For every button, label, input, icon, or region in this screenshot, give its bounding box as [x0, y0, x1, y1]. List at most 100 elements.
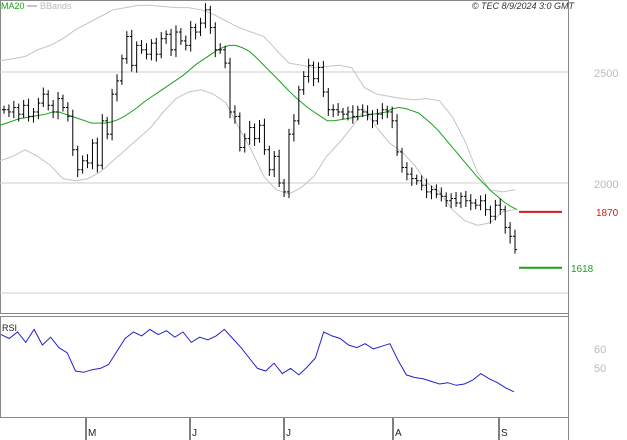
price-bar — [90, 139, 95, 170]
price-bar — [414, 174, 419, 185]
price-bar — [223, 45, 228, 69]
price-bar — [105, 116, 110, 140]
price-bar — [468, 194, 473, 211]
price-bar — [429, 185, 434, 200]
price-bar — [193, 23, 198, 40]
price-bar — [282, 179, 287, 197]
price-bar — [424, 178, 429, 199]
price-bar — [242, 133, 247, 153]
price-bar — [257, 119, 262, 143]
price-bar — [439, 187, 444, 202]
bband-lower — [0, 89, 516, 226]
price-bar — [31, 107, 36, 123]
price-bar — [473, 198, 478, 210]
x-tick-label: S — [501, 428, 508, 439]
price-bar — [75, 145, 80, 178]
price-bar — [395, 114, 400, 156]
price-bar — [291, 114, 296, 142]
price-bar — [252, 123, 257, 146]
price-bar — [232, 105, 237, 124]
price-bar — [272, 151, 277, 178]
price-bar — [277, 149, 282, 187]
legend-ma20: MA20 — [1, 1, 25, 11]
price-bar — [360, 104, 365, 118]
price-bar — [267, 145, 272, 176]
price-bar — [306, 58, 311, 83]
price-bar — [301, 71, 306, 95]
price-bar — [173, 25, 178, 58]
rsi-line — [0, 328, 515, 393]
price-bar — [11, 100, 16, 119]
price-panel — [0, 0, 569, 314]
level-label-1870: 1870 — [596, 208, 619, 219]
price-bar — [65, 102, 70, 122]
price-bar — [350, 105, 355, 124]
price-bar — [56, 91, 61, 120]
y-axis: 2500 2000 60 50 — [594, 68, 618, 375]
ma20-path — [0, 44, 518, 211]
price-bar — [95, 137, 100, 173]
price-bar — [85, 154, 90, 169]
price-bar — [16, 103, 21, 122]
price-bar — [2, 105, 6, 114]
price-bar — [341, 107, 346, 120]
bollinger-bands — [0, 4, 516, 226]
legend-bbands: BBands — [40, 1, 72, 11]
x-tick-label: M — [88, 428, 96, 439]
price-bar — [449, 193, 454, 209]
price-bar — [169, 28, 174, 57]
ma20-line — [0, 44, 518, 211]
price-bar — [463, 190, 468, 207]
price-bar — [385, 105, 390, 119]
price-bar — [399, 147, 404, 173]
price-bar — [488, 205, 493, 224]
price-bar — [100, 114, 105, 170]
price-bar — [409, 167, 414, 186]
price-bar — [188, 20, 193, 52]
price-bar — [365, 105, 370, 121]
price-levels: 1870 1618 — [519, 208, 619, 275]
price-bar — [355, 105, 360, 121]
price-bar — [331, 104, 336, 118]
price-bar — [60, 94, 65, 112]
rsi-tick-label: 50 — [594, 363, 606, 375]
price-bar — [493, 199, 498, 221]
price-bar — [6, 104, 11, 118]
price-bar — [458, 192, 463, 209]
x-tick-label: J — [192, 428, 197, 439]
price-bar — [154, 37, 159, 62]
price-bar — [228, 57, 233, 119]
price-bar — [434, 184, 439, 199]
price-bar — [41, 87, 46, 108]
price-bar — [178, 28, 183, 45]
price-bar — [508, 222, 513, 244]
price-bar — [129, 29, 134, 72]
price-bar — [159, 32, 164, 59]
price-bar — [51, 99, 56, 119]
price-bar — [80, 155, 85, 174]
price-bar — [336, 103, 341, 116]
price-bar — [124, 31, 129, 64]
x-tick-label: A — [395, 428, 402, 439]
price-bar — [370, 110, 375, 129]
price-bar — [321, 60, 326, 98]
price-bar — [454, 191, 459, 207]
price-bar — [139, 40, 144, 54]
price-bar — [390, 106, 395, 129]
price-bar — [149, 39, 154, 61]
price-bar — [183, 35, 188, 51]
price-bar — [119, 54, 124, 85]
price-bar — [134, 41, 139, 73]
price-bar — [311, 61, 316, 86]
price-bar — [419, 175, 424, 191]
price-bar — [36, 97, 41, 120]
price-bar — [144, 43, 149, 60]
rsi-tick-label: 60 — [594, 344, 606, 356]
price-bar — [203, 3, 208, 29]
price-bar — [262, 118, 267, 155]
price-bar — [286, 128, 291, 199]
price-bar — [26, 98, 31, 122]
price-bar — [198, 17, 203, 37]
